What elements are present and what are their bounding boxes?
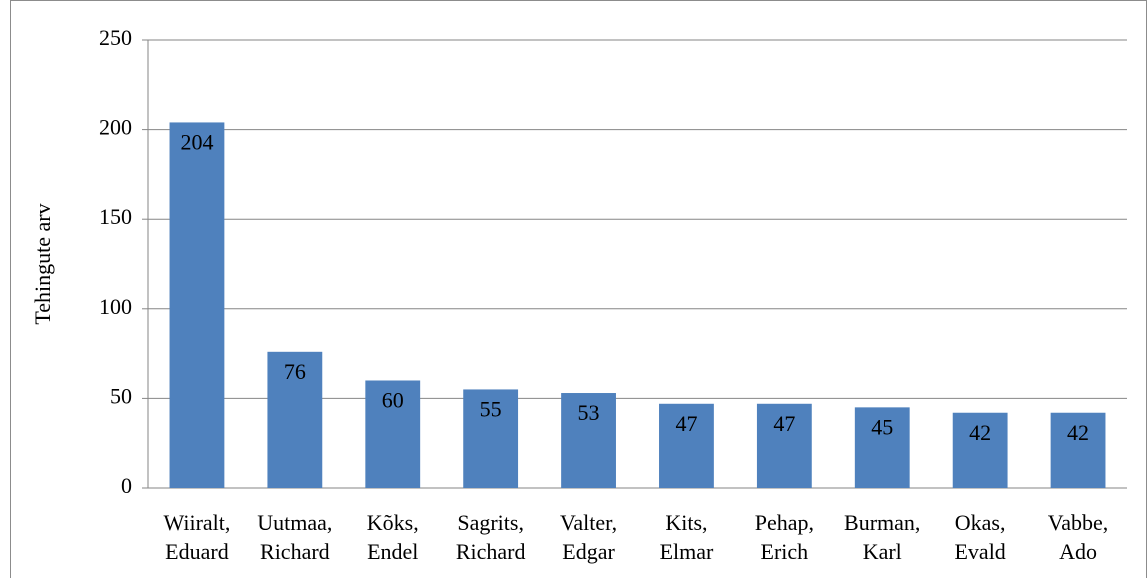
x-tick-label: Burman,	[844, 510, 920, 535]
x-tick-label: Endel	[367, 539, 418, 564]
data-label: 42	[1067, 420, 1089, 445]
data-label: 47	[773, 411, 795, 436]
x-tick-label: Elmar	[660, 539, 714, 564]
y-tick-label: 200	[99, 115, 132, 140]
data-label: 76	[284, 359, 306, 384]
data-label: 45	[871, 414, 893, 439]
bar	[854, 407, 910, 488]
x-tick-label: Kõks,	[367, 510, 419, 535]
x-tick-label: Erich	[761, 539, 809, 564]
y-tick-label: 250	[99, 25, 132, 50]
y-tick-label: 0	[121, 473, 132, 498]
bar	[169, 122, 225, 488]
x-tick-label: Kits,	[665, 510, 707, 535]
bar	[365, 380, 421, 488]
x-tick-label: Wiiralt,	[163, 510, 230, 535]
data-label: 60	[382, 388, 404, 413]
bar	[1050, 412, 1106, 488]
x-tick-label: Karl	[863, 539, 902, 564]
x-tick-label: Evald	[954, 539, 1005, 564]
x-tick-label: Vabbe,	[1048, 510, 1108, 535]
data-label: 53	[578, 400, 600, 425]
y-tick-label: 150	[99, 204, 132, 229]
x-tick-label: Valter,	[560, 510, 617, 535]
x-tick-label: Uutmaa,	[257, 510, 332, 535]
y-axis-title: Tehingute arv	[30, 203, 55, 324]
x-tick-label: Richard	[260, 539, 330, 564]
bar	[659, 403, 714, 488]
x-tick-label: Edgar	[562, 539, 615, 564]
data-label: 47	[675, 411, 697, 436]
bar	[952, 412, 1008, 488]
data-label: 204	[180, 129, 213, 154]
bar	[267, 351, 323, 488]
bar	[561, 393, 616, 488]
x-tick-label: Okas,	[955, 510, 1006, 535]
x-tick-label: Eduard	[165, 539, 229, 564]
bar	[756, 403, 812, 488]
y-tick-label: 50	[110, 383, 132, 408]
data-label: 42	[969, 420, 991, 445]
x-tick-label: Pehap,	[755, 510, 814, 535]
bar	[463, 389, 519, 488]
x-tick-label: Ado	[1059, 539, 1097, 564]
x-tick-label: Sagrits,	[457, 510, 524, 535]
data-label: 55	[480, 396, 502, 421]
y-tick-label: 100	[99, 294, 132, 319]
x-tick-label: Richard	[456, 539, 526, 564]
